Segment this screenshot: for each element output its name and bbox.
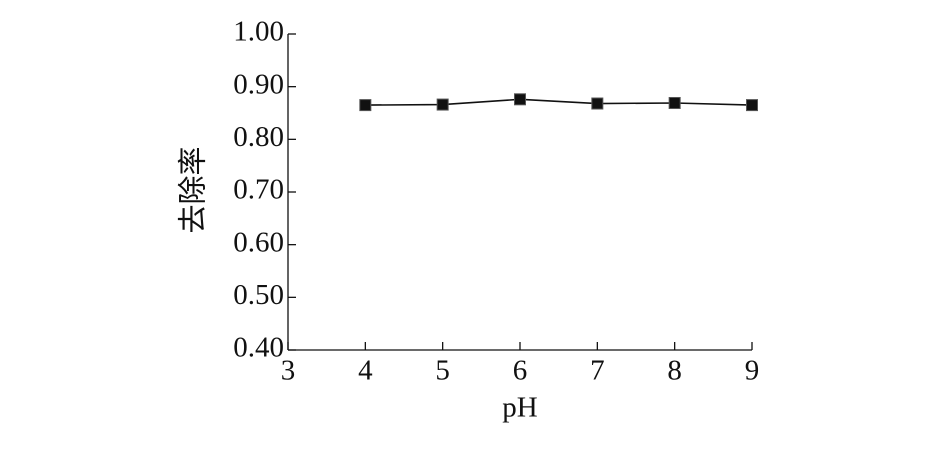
x-tick-label: 4 <box>358 355 373 387</box>
y-tick-label: 0.60 <box>233 226 284 258</box>
y-tick-label: 0.40 <box>233 332 284 364</box>
data-point <box>436 98 449 111</box>
y-axis-label: 去除率 <box>177 146 210 233</box>
y-tick-label: 0.80 <box>233 121 284 153</box>
y-tick-label: 0.50 <box>233 279 284 311</box>
x-tick-label: 7 <box>590 355 605 387</box>
y-tick-label: 1.00 <box>233 16 284 48</box>
x-tick-label: 8 <box>667 355 682 387</box>
data-point <box>514 93 526 106</box>
data-point <box>359 99 372 112</box>
x-tick-label: 5 <box>435 355 450 387</box>
data-point <box>746 99 758 112</box>
x-tick-label: 3 <box>281 355 296 387</box>
y-tick-label: 0.90 <box>233 68 284 100</box>
x-tick-label: 6 <box>513 355 528 387</box>
y-tick-label: 0.70 <box>233 174 284 206</box>
data-point <box>668 96 681 109</box>
data-point <box>591 97 604 110</box>
x-axis-label: pH <box>502 392 538 424</box>
data-line <box>365 98 753 106</box>
x-tick-label: 9 <box>745 355 760 387</box>
